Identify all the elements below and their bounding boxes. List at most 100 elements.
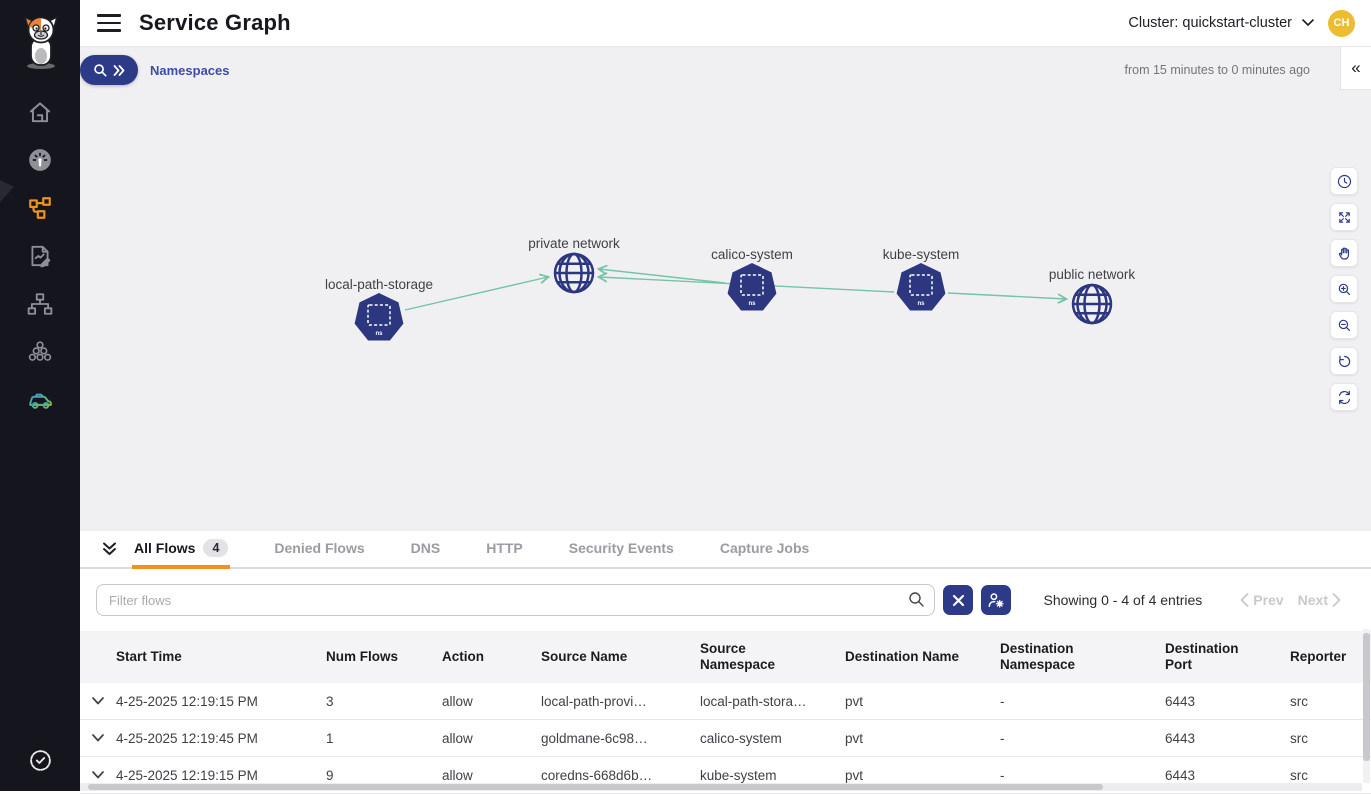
expand-row-button[interactable]: [80, 697, 116, 705]
node-label: kube-system: [883, 247, 960, 262]
right-panel-toggle[interactable]: «: [1340, 47, 1371, 90]
close-icon: [952, 594, 964, 606]
sidebar-item-policies[interactable]: [0, 232, 80, 280]
cell-start-time: 4-25-2025 12:19:15 PM: [116, 767, 258, 783]
prev-page-button[interactable]: Prev: [1240, 592, 1284, 608]
sidebar-item-clusters[interactable]: [0, 328, 80, 376]
column-header-source-namespace[interactable]: Source Namespace: [700, 640, 776, 672]
cell-action: allow: [442, 767, 473, 783]
zoom-out-button[interactable]: [1330, 311, 1358, 339]
clock-icon: [1337, 174, 1351, 188]
filter-flows-input[interactable]: [96, 584, 935, 616]
double-chevron-down-icon: [102, 542, 116, 555]
cell-destination-namespace: -: [1000, 767, 1005, 783]
column-header-destination-name[interactable]: Destination Name: [845, 648, 960, 664]
cell-destination-port: 6443: [1165, 730, 1196, 746]
flows-table: Start Time Num Flows Action Source Name …: [80, 631, 1371, 794]
expand-row-button[interactable]: [80, 734, 116, 742]
vertical-scrollbar-thumb[interactable]: [1363, 633, 1370, 761]
refresh-button[interactable]: [1330, 383, 1358, 411]
user-gear-icon: [988, 593, 1004, 608]
time-settings-button[interactable]: [1330, 167, 1358, 195]
node-local-path-storage[interactable]: ns local-path-storage: [323, 276, 435, 342]
clear-filter-button[interactable]: [943, 585, 973, 615]
cell-num-flows: 1: [326, 730, 334, 746]
flows-tabs: All Flows 4 Denied Flows DNS HTTP Securi…: [80, 531, 1371, 569]
edge-calico-system-to-private-network[interactable]: [599, 269, 726, 284]
column-header-destination-port[interactable]: Destination Port: [1165, 640, 1239, 672]
node-private-network[interactable]: private network: [527, 235, 622, 294]
showing-entries-label: Showing 0 - 4 of 4 entries: [1043, 592, 1203, 608]
cell-destination-namespace: -: [1000, 730, 1005, 746]
sidebar-item-home[interactable]: [0, 88, 80, 136]
table-row[interactable]: 4-25-2025 12:19:15 PM 3 allow local-path…: [80, 683, 1371, 720]
node-label: calico-system: [711, 247, 793, 262]
network-tree-icon: [27, 293, 53, 315]
calico-cat-logo[interactable]: [18, 14, 64, 70]
node-label: local-path-storage: [325, 277, 433, 292]
pagination: Prev Next: [1240, 592, 1341, 608]
chevron-down-icon: [1302, 19, 1314, 26]
sidebar-item-service-graph[interactable]: [0, 184, 80, 232]
sidebar-nav: [0, 88, 80, 424]
sidebar-item-whisker[interactable]: [0, 376, 80, 424]
badge-check-icon[interactable]: [28, 748, 53, 773]
table-row[interactable]: 4-25-2025 12:19:45 PM 1 allow goldmane-6…: [80, 720, 1371, 757]
cell-destination-namespace: -: [1000, 693, 1005, 709]
column-header-reporter[interactable]: Reporter: [1290, 648, 1347, 664]
zoom-in-icon: [1338, 283, 1350, 295]
reset-view-button[interactable]: [1330, 347, 1358, 375]
node-kube-system[interactable]: ns kube-system: [881, 246, 961, 312]
tab-denied-flows[interactable]: Denied Flows: [274, 540, 365, 556]
cell-num-flows: 3: [326, 693, 334, 709]
cell-reporter: src: [1290, 693, 1308, 709]
avatar[interactable]: CH: [1328, 9, 1355, 37]
column-header-source-name[interactable]: Source Name: [541, 648, 628, 664]
home-icon: [29, 102, 51, 123]
topology-graph[interactable]: ns local-path-storage private network ns…: [80, 47, 1371, 531]
column-header-action[interactable]: Action: [442, 648, 484, 664]
tab-all-flows[interactable]: All Flows 4: [132, 531, 231, 569]
horizontal-scrollbar-thumb[interactable]: [88, 784, 1103, 790]
service-graph-icon: [29, 197, 51, 219]
breadcrumb-namespaces[interactable]: Namespaces: [150, 63, 230, 78]
vertical-scrollbar[interactable]: [1363, 629, 1370, 783]
fit-screen-button[interactable]: [1330, 203, 1358, 231]
graph-search-button[interactable]: [80, 55, 138, 85]
tab-http[interactable]: HTTP: [486, 540, 523, 556]
pan-button[interactable]: [1330, 239, 1358, 267]
next-page-button[interactable]: Next: [1298, 592, 1341, 608]
tab-security-events[interactable]: Security Events: [568, 540, 674, 556]
cluster-selector-label: Cluster: quickstart-cluster: [1128, 15, 1292, 31]
sidebar-item-network[interactable]: [0, 280, 80, 328]
top-bar: Service Graph Cluster: quickstart-cluste…: [80, 0, 1371, 47]
column-header-num-flows[interactable]: Num Flows: [326, 648, 399, 664]
chevron-down-icon: [92, 697, 104, 705]
cell-start-time: 4-25-2025 12:19:45 PM: [116, 730, 258, 746]
column-settings-button[interactable]: [981, 585, 1011, 615]
expand-row-button[interactable]: [80, 771, 116, 779]
node-calico-system[interactable]: ns calico-system: [710, 246, 794, 312]
tab-capture-jobs[interactable]: Capture Jobs: [719, 540, 810, 556]
horizontal-scrollbar[interactable]: [80, 783, 1362, 791]
graph-tools: [1330, 167, 1358, 411]
edge-local-path-storage-to-private-network[interactable]: [404, 277, 548, 311]
edge-kube-system-to-public-network[interactable]: [947, 292, 1066, 299]
node-public-network[interactable]: public network: [1047, 266, 1137, 325]
double-chevron-right-icon: [113, 64, 125, 76]
cell-reporter: src: [1290, 767, 1308, 783]
undo-icon: [1338, 355, 1350, 367]
cluster-selector[interactable]: Cluster: quickstart-cluster: [1128, 15, 1314, 31]
tab-dns[interactable]: DNS: [410, 540, 441, 556]
node-label: public network: [1049, 267, 1136, 282]
hamburger-menu-icon[interactable]: [97, 14, 121, 32]
column-header-destination-namespace[interactable]: Destination Namespace: [1000, 640, 1076, 672]
sidebar-bottom: [0, 748, 80, 773]
cell-source-namespace: calico-system: [700, 730, 782, 746]
collapse-panel-button[interactable]: [96, 531, 122, 567]
time-range-label: from 15 minutes to 0 minutes ago: [1124, 63, 1310, 77]
column-header-start-time[interactable]: Start Time: [116, 648, 182, 664]
zoom-in-button[interactable]: [1330, 275, 1358, 303]
cell-source-name: coredns-668d6b…: [541, 767, 653, 783]
sidebar-item-dashboard[interactable]: [0, 136, 80, 184]
